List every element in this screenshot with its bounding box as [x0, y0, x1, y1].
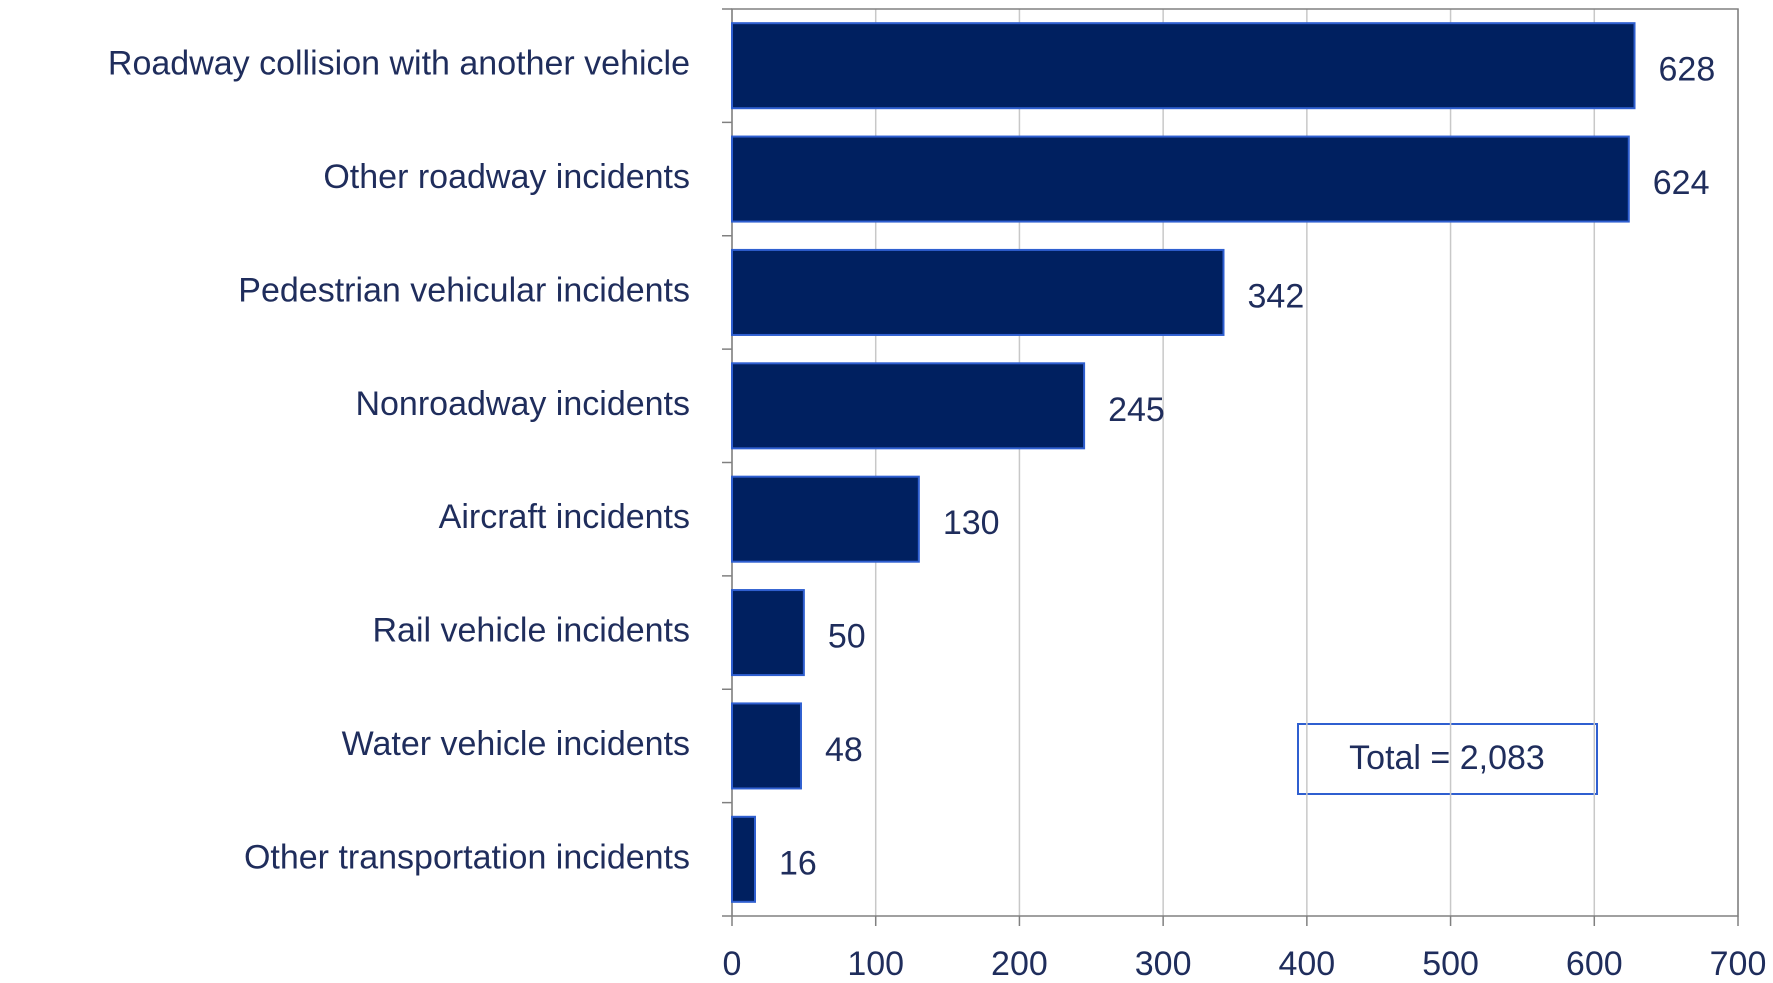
value-label: 342: [1248, 277, 1305, 315]
bar: [731, 702, 802, 790]
y-tick-label: Water vehicle incidents: [342, 725, 690, 763]
x-tick-label: 100: [847, 945, 904, 983]
y-tick-label: Pedestrian vehicular incidents: [238, 271, 690, 309]
y-tick-label: Other roadway incidents: [323, 158, 690, 196]
x-tick-label: 600: [1566, 945, 1623, 983]
value-label: 48: [825, 731, 863, 769]
value-label: 130: [943, 504, 1000, 542]
x-tick-label: 500: [1422, 945, 1479, 983]
value-label: 624: [1653, 164, 1710, 202]
x-tick-label: 700: [1710, 945, 1767, 983]
x-tick-label: 200: [991, 945, 1048, 983]
annotation: Total = 2,083: [1349, 739, 1545, 777]
x-tick-label: 400: [1278, 945, 1335, 983]
x-tick-label: 0: [723, 945, 742, 983]
bar: [731, 815, 756, 903]
bar: [731, 475, 920, 563]
value-label: 628: [1659, 51, 1716, 89]
value-label: 16: [779, 844, 817, 882]
y-tick-label: Nonroadway incidents: [355, 385, 690, 423]
y-tick-label: Aircraft incidents: [439, 498, 690, 536]
bar: [731, 135, 1630, 223]
bar: [731, 22, 1636, 110]
bar: [731, 589, 805, 677]
y-tick-label: Roadway collision with another vehicle: [108, 45, 690, 83]
annotation-box: [1297, 723, 1598, 795]
x-tick-label: 300: [1135, 945, 1192, 983]
bar: [731, 362, 1086, 450]
value-label: 245: [1108, 391, 1165, 429]
y-tick-label: Other transportation incidents: [244, 838, 690, 876]
value-label: 50: [828, 618, 866, 656]
bar: [731, 248, 1225, 336]
y-tick-label: Rail vehicle incidents: [373, 612, 691, 650]
